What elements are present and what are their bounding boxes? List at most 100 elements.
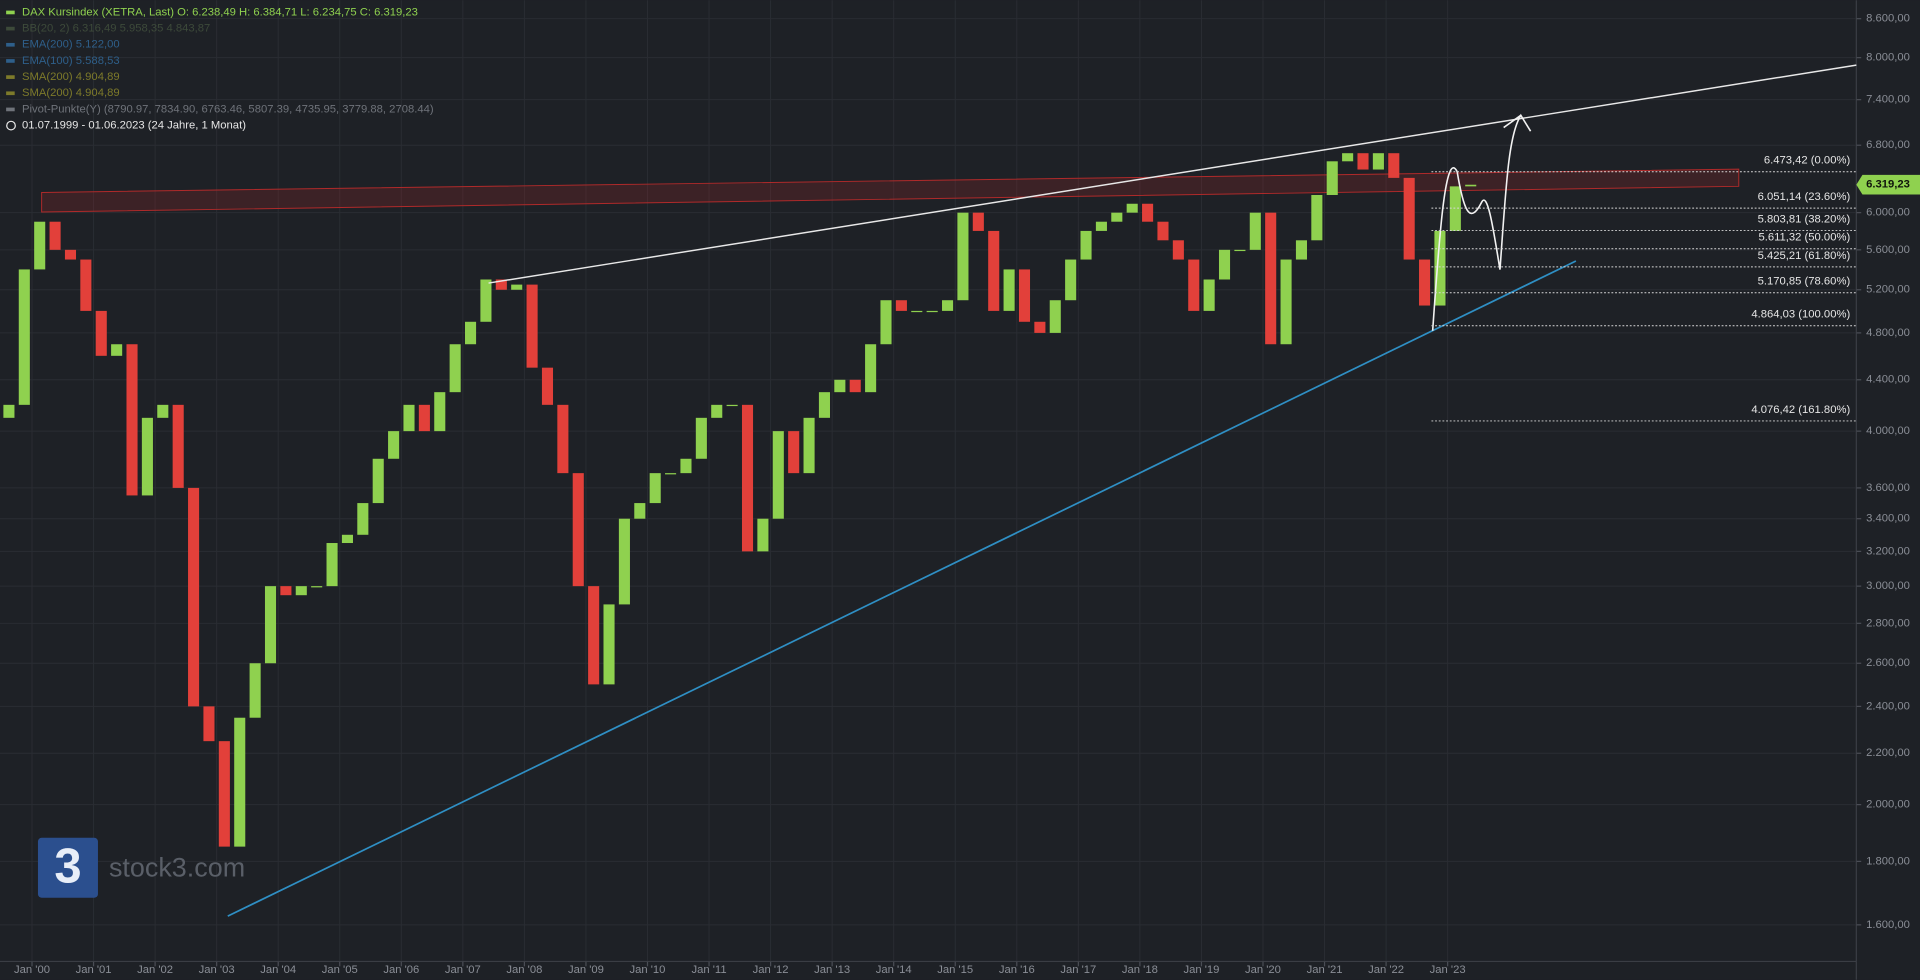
candle xyxy=(526,284,538,368)
x-tick-label: Jan '05 xyxy=(322,964,358,976)
legend-icon xyxy=(6,10,15,15)
candle xyxy=(757,518,769,552)
x-tick-label: Jan '23 xyxy=(1430,964,1466,976)
x-tick-label: Jan '06 xyxy=(383,964,419,976)
fib-label: 5.425,21 (61.80%) xyxy=(1758,250,1851,262)
candle xyxy=(157,404,169,418)
candle xyxy=(849,379,861,393)
candle xyxy=(1188,259,1200,311)
candle xyxy=(1157,221,1169,241)
candle xyxy=(803,417,815,474)
candle xyxy=(926,310,938,313)
candle xyxy=(311,586,323,588)
candle xyxy=(95,310,107,356)
legend-item: 01.07.1999 - 01.06.2023 (24 Jahre, 1 Mon… xyxy=(22,120,246,132)
candle xyxy=(1249,212,1261,250)
candle xyxy=(603,604,615,685)
candle xyxy=(1295,240,1307,260)
x-tick-label: Jan '02 xyxy=(137,964,173,976)
candle xyxy=(34,221,46,270)
candle xyxy=(18,269,30,405)
x-tick-label: Jan '08 xyxy=(506,964,542,976)
y-tick-label: 7.400,00 xyxy=(1866,94,1910,106)
candle xyxy=(64,249,77,260)
candle xyxy=(772,431,784,519)
x-tick-label: Jan '14 xyxy=(876,964,912,976)
candle xyxy=(1280,259,1292,345)
x-tick-label: Jan '09 xyxy=(568,964,604,976)
candle xyxy=(1126,203,1138,213)
legend-item: SMA(200) 4.904,89 xyxy=(22,71,120,83)
y-tick-label: 3.400,00 xyxy=(1866,513,1910,525)
x-tick-label: Jan '22 xyxy=(1368,964,1404,976)
candle xyxy=(834,379,846,393)
y-tick-label: 3.000,00 xyxy=(1866,580,1910,592)
candle xyxy=(1095,221,1107,231)
fib-label: 4.864,03 (100.00%) xyxy=(1751,309,1850,321)
candle xyxy=(1172,240,1184,260)
candle xyxy=(295,586,307,596)
candle xyxy=(1003,269,1015,311)
candle xyxy=(326,543,338,587)
y-tick-label: 8.600,00 xyxy=(1866,13,1910,25)
y-tick-label: 5.600,00 xyxy=(1866,244,1910,256)
legend-icon xyxy=(6,26,15,31)
y-tick-label: 6.800,00 xyxy=(1866,139,1910,151)
candle xyxy=(1357,153,1369,170)
candle xyxy=(264,586,277,664)
candle xyxy=(1034,321,1046,333)
candle xyxy=(1388,153,1400,178)
legend-icon xyxy=(6,107,15,112)
candle xyxy=(49,221,61,250)
y-tick-label: 2.000,00 xyxy=(1866,799,1910,811)
y-tick-label: 3.200,00 xyxy=(1866,545,1910,557)
x-tick-label: Jan '00 xyxy=(14,964,50,976)
candle xyxy=(557,404,569,474)
x-tick-label: Jan '16 xyxy=(999,964,1035,976)
candle xyxy=(172,404,184,488)
x-tick-label: Jan '21 xyxy=(1307,964,1343,976)
candle xyxy=(1234,249,1246,252)
candle xyxy=(372,458,384,504)
candle xyxy=(1434,230,1446,306)
candle xyxy=(126,344,138,496)
candle xyxy=(511,284,523,290)
candle xyxy=(880,300,892,345)
y-tick-label: 2.600,00 xyxy=(1866,657,1910,669)
candle xyxy=(972,212,984,231)
fib-label: 5.803,81 (38.20%) xyxy=(1758,214,1851,226)
legend-item: SMA(200) 4.904,89 xyxy=(22,87,120,99)
y-tick-label: 4.000,00 xyxy=(1866,425,1910,437)
legend-icon xyxy=(6,91,15,96)
candle xyxy=(80,259,92,311)
price-badge-label: 6.319,23 xyxy=(1866,179,1910,191)
x-tick-label: Jan '10 xyxy=(630,964,666,976)
y-tick-label: 4.800,00 xyxy=(1866,327,1910,339)
candle xyxy=(465,321,477,345)
candle xyxy=(788,431,800,474)
candle xyxy=(249,663,261,718)
x-tick-label: Jan '01 xyxy=(76,964,112,976)
legend-icon xyxy=(6,75,15,79)
legend-item: BB(20, 2) 6.316,49 5.958,35 4.843,87 xyxy=(22,23,210,35)
legend-icon xyxy=(6,120,16,131)
x-tick-label: Jan '11 xyxy=(692,964,727,976)
candle xyxy=(1326,161,1338,195)
candle xyxy=(341,534,353,544)
legend-item: EMA(100) 5.588,53 xyxy=(22,55,120,67)
candle xyxy=(1203,279,1215,311)
candle xyxy=(480,279,492,322)
candle xyxy=(1342,153,1354,162)
candle xyxy=(1265,212,1277,345)
legend-item: DAX Kursindex (XETRA, Last) O: 6.238,49 … xyxy=(22,6,418,18)
candle xyxy=(1080,230,1092,260)
fib-label: 4.076,42 (161.80%) xyxy=(1751,404,1850,416)
logo-box xyxy=(37,837,98,898)
candle xyxy=(1142,203,1154,222)
candle xyxy=(141,417,153,496)
price-badge xyxy=(1856,174,1920,195)
candle xyxy=(1218,249,1231,280)
candle xyxy=(895,300,907,311)
